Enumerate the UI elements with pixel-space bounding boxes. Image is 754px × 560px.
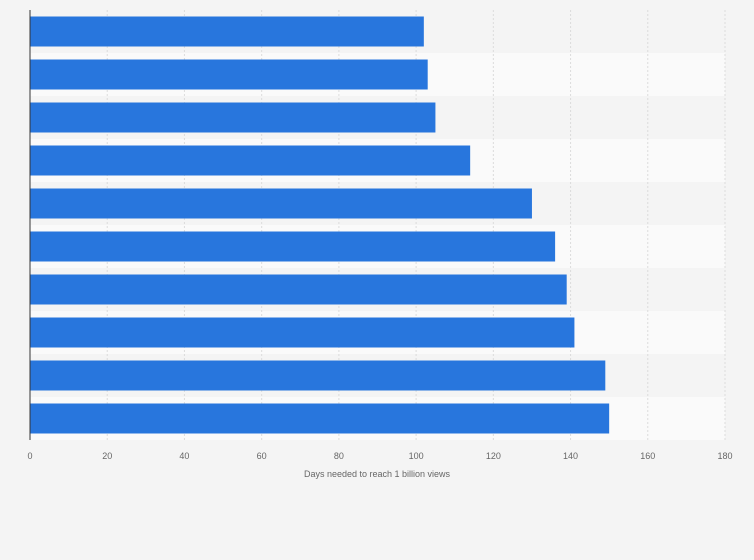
x-tick-label: 120 [486, 451, 501, 461]
bar [30, 274, 567, 305]
bar [30, 317, 575, 348]
x-tick-label: 180 [717, 451, 732, 461]
bar [30, 360, 606, 391]
bar [30, 102, 436, 133]
x-tick-label: 80 [334, 451, 344, 461]
x-tick-label: 160 [640, 451, 655, 461]
bar [30, 145, 471, 176]
x-axis-ticks: 0 20 40 60 80 100 120 140 160 180 [27, 451, 732, 461]
x-tick-label: 40 [179, 451, 189, 461]
bar [30, 188, 532, 219]
x-tick-label: 0 [27, 451, 32, 461]
x-tick-label: 60 [257, 451, 267, 461]
x-tick-label: 20 [102, 451, 112, 461]
bar [30, 231, 556, 262]
bar [30, 403, 610, 434]
bars [30, 16, 610, 434]
x-tick-label: 140 [563, 451, 578, 461]
bar [30, 59, 428, 90]
x-axis-title: Days needed to reach 1 billion views [304, 469, 451, 479]
x-tick-label: 100 [409, 451, 424, 461]
bar [30, 16, 424, 47]
